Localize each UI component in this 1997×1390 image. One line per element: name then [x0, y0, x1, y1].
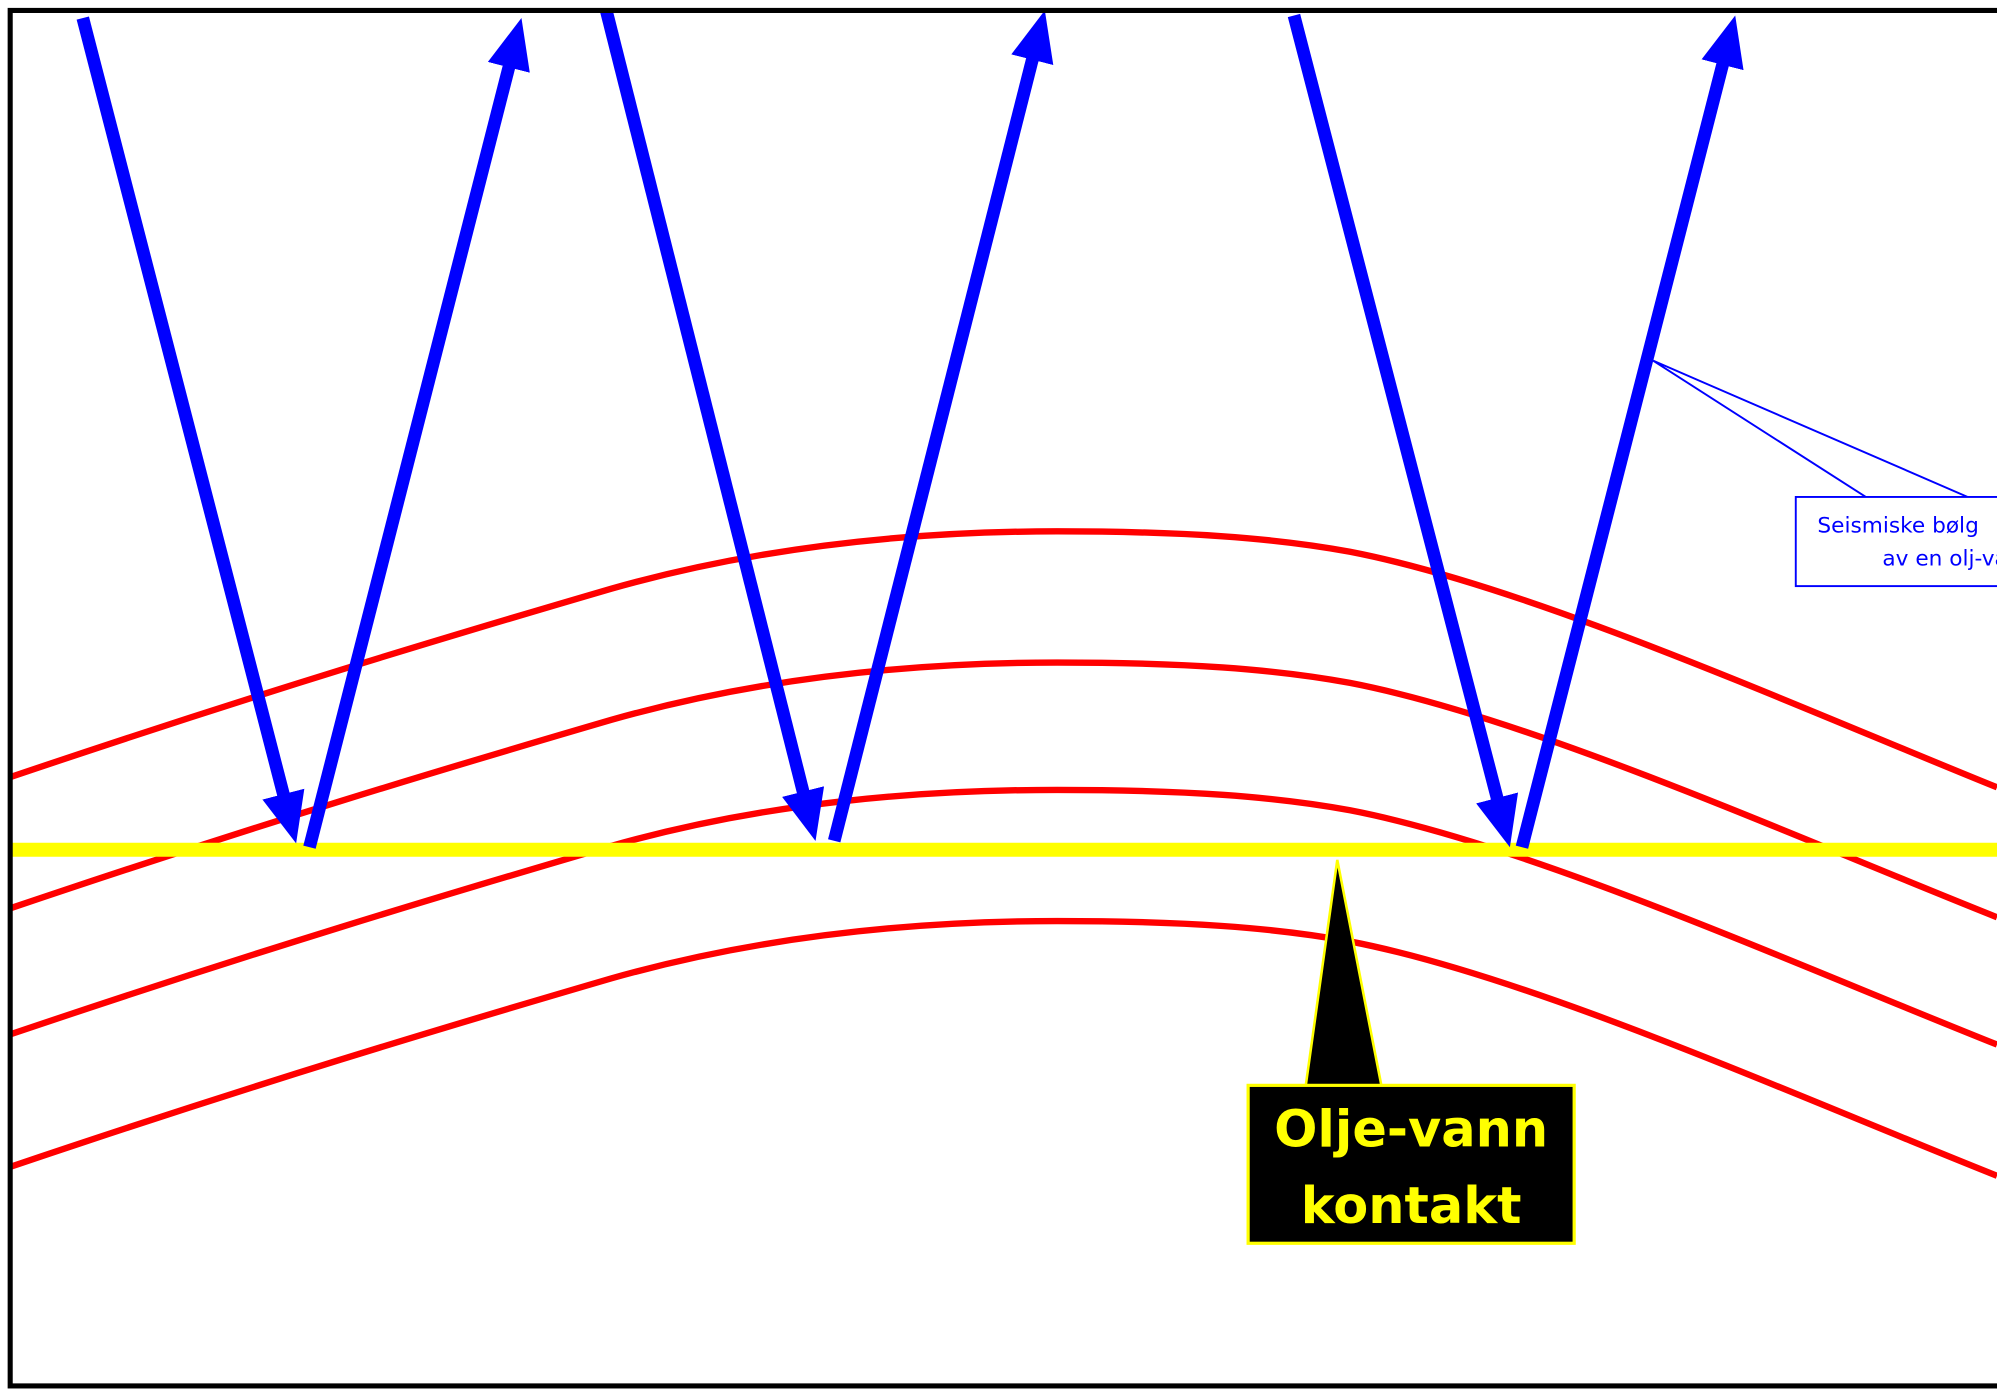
callout-box — [1796, 497, 1997, 586]
callout-text: Seismiske bølg — [1817, 514, 1978, 539]
page: Seismiske bølg av en olj-va Olje-vann ko… — [0, 0, 1997, 1390]
diagram: Seismiske bølg av en olj-va Olje-vann ko… — [0, 0, 1997, 1390]
label-text: kontakt — [1301, 1177, 1522, 1236]
callout-text: av en olj-va — [1882, 547, 1997, 572]
label-text: Olje-vann — [1274, 1100, 1548, 1159]
